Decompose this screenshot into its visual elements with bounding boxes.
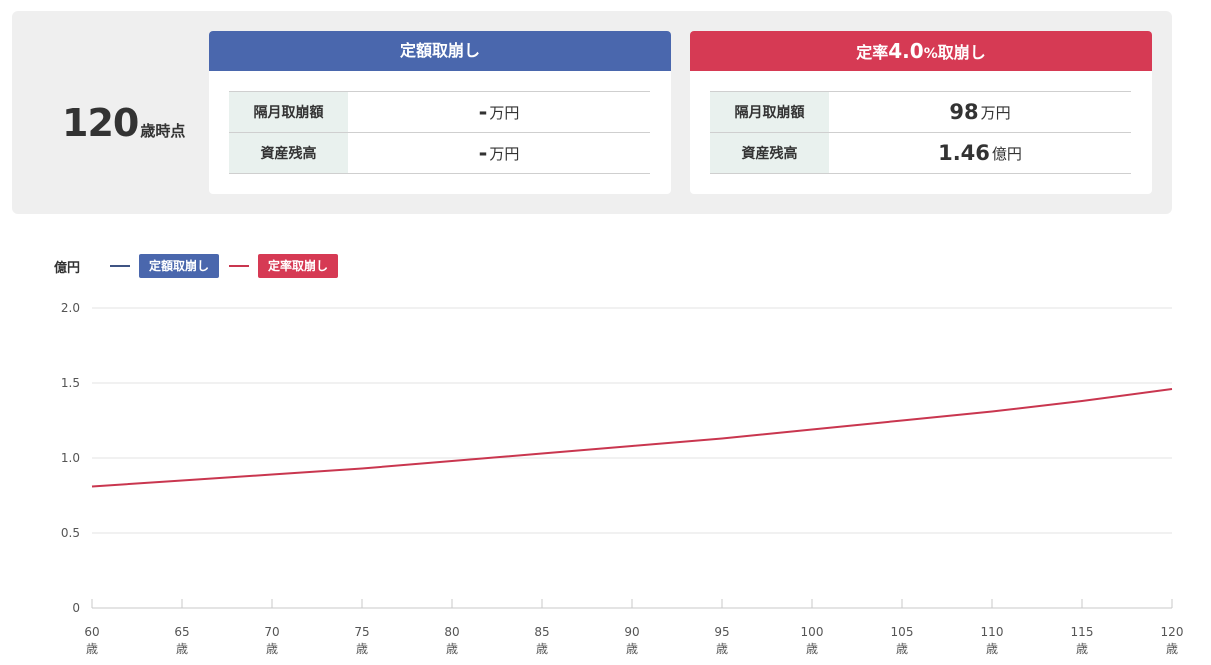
x-tick-unit: 歳 [806,642,818,656]
x-tick-unit: 歳 [716,642,728,656]
x-tick-unit: 歳 [266,642,278,656]
x-tick-unit: 歳 [86,642,98,656]
series-lines [91,388,1173,488]
x-tick-label: 120 [1161,625,1184,639]
x-tick-label: 85 [534,625,549,639]
y-axis-ticks: 0 0.5 1.0 1.5 2.0 [61,301,80,615]
x-tick-label: 70 [264,625,279,639]
y-axis-unit: 億円 [54,260,81,276]
row-label: 資産残高 [229,133,348,173]
x-tick-label: 100 [801,625,824,639]
x-tick-unit: 歳 [446,642,458,656]
row-value: 1.46 億円 [829,133,1131,173]
row-label: 隔月取崩額 [229,92,348,132]
table-row: 資産残高 1.46 億円 [710,133,1131,174]
rate-title-suffix: 取崩し [937,43,986,62]
x-tick-unit: 歳 [536,642,548,656]
x-axis-ticks: 60 歳 65 歳 70 歳 75 歳 80 歳 85 歳 90 歳 95 歳 100 歳 105 歳 110 歳 115 歳… [84,625,1183,656]
age-number: 120 [62,101,139,145]
legend-badge-rate: 定率取崩し [258,254,339,278]
row-value: 98 万円 [829,92,1131,132]
y-tick-label: 1.5 [61,376,80,390]
rate-card-table: 隔月取崩額 98 万円 資産残高 1.46 億円 [710,91,1131,174]
x-tick-label: 65 [174,625,189,639]
value-unit: 万円 [980,103,1011,122]
legend-line-fixed [110,265,131,267]
value-number: 98 [949,100,979,124]
row-label: 隔月取崩額 [710,92,829,132]
rate-title-pct: % [923,46,938,62]
x-tick-label: 75 [354,625,369,639]
line-chart: 0 0.5 1.0 1.5 2.0 60 歳 65 歳 70 歳 75 歳 80 歳 85 歳 90 歳 95 歳 10… [61,301,1184,656]
x-tick-unit: 歳 [1076,642,1088,656]
x-tick-label: 95 [714,625,729,639]
x-tick-label: 90 [624,625,639,639]
row-label: 資産残高 [710,133,829,173]
age-label: 120 歳時点 [62,101,185,145]
value-unit: 万円 [489,103,520,122]
rate-title-rate: 4.0 [888,39,924,63]
legend-badge-fixed: 定額取崩し [139,254,220,278]
x-tick-unit: 歳 [1166,642,1178,656]
x-tick-label: 60 [84,625,99,639]
x-axis [91,599,1173,609]
fixed-card-header: 定額取崩し [209,31,671,71]
value-unit: 万円 [489,144,520,163]
value-number: - [478,141,488,165]
x-tick-label: 115 [1071,625,1094,639]
value-number: - [478,100,488,124]
row-value: - 万円 [348,92,650,132]
y-tick-label: 2.0 [61,301,80,315]
rate-title-prefix: 定率 [856,43,889,62]
y-tick-label: 0 [72,601,80,615]
value-unit: 億円 [991,144,1022,163]
row-value: - 万円 [348,133,650,173]
table-row: 隔月取崩額 98 万円 [710,92,1131,133]
legend-line-rate [229,265,250,267]
y-tick-label: 0.5 [61,526,80,540]
table-row: 資産残高 - 万円 [229,133,650,174]
x-tick-unit: 歳 [356,642,368,656]
x-tick-label: 110 [981,625,1004,639]
x-tick-unit: 歳 [896,642,908,656]
x-tick-unit: 歳 [626,642,638,656]
x-tick-unit: 歳 [986,642,998,656]
grid-lines [92,307,1172,534]
chart-legend: 億円 定額取崩し 定率取崩し [54,254,348,278]
y-tick-label: 1.0 [61,451,80,465]
fixed-card-table: 隔月取崩額 - 万円 資産残高 - 万円 [229,91,650,174]
x-tick-unit: 歳 [176,642,188,656]
series-line [91,388,1173,488]
value-number: 1.46 [938,141,990,165]
table-row: 隔月取崩額 - 万円 [229,92,650,133]
rate-withdrawal-card: 定率4.0%取崩し 隔月取崩額 98 万円 資産残高 1.46 億円 [690,31,1152,194]
x-tick-label: 105 [891,625,914,639]
legend-item-rate[interactable]: 定率取崩し [229,254,339,278]
x-tick-label: 80 [444,625,459,639]
legend-item-fixed[interactable]: 定額取崩し [110,254,220,278]
rate-card-header: 定率4.0%取崩し [690,31,1152,71]
fixed-withdrawal-card: 定額取崩し 隔月取崩額 - 万円 資産残高 - 万円 [209,31,671,194]
age-suffix: 歳時点 [140,122,186,140]
